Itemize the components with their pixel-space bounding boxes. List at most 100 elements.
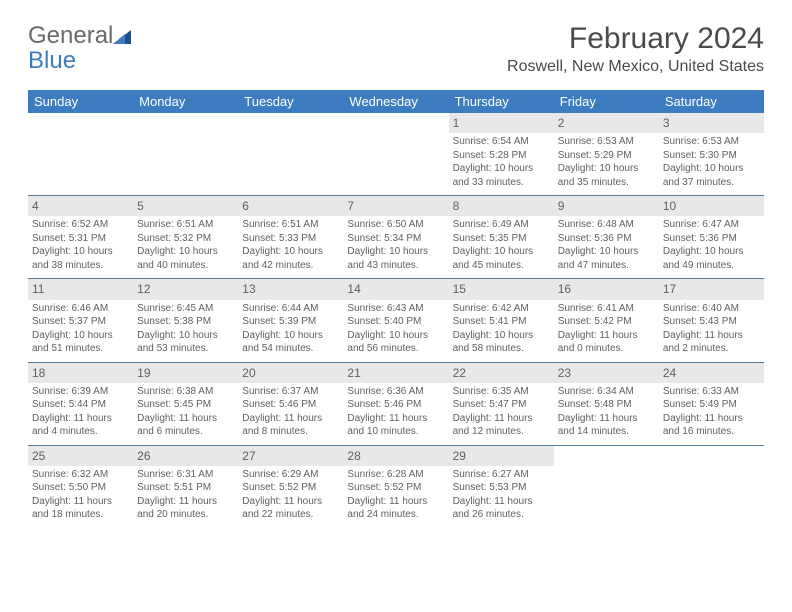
calendar-day-cell: 4Sunrise: 6:52 AMSunset: 5:31 PMDaylight… bbox=[28, 196, 133, 279]
calendar-day-cell: 17Sunrise: 6:40 AMSunset: 5:43 PMDayligh… bbox=[659, 279, 764, 362]
logo-line2: Blue bbox=[28, 47, 76, 75]
daylight-line: Daylight: 11 hours and 2 minutes. bbox=[661, 329, 762, 356]
daylight-line: Daylight: 10 hours and 58 minutes. bbox=[451, 329, 552, 356]
day-number: 13 bbox=[238, 279, 343, 299]
sunrise-line: Sunrise: 6:33 AM bbox=[661, 385, 762, 399]
sunrise-line: Sunrise: 6:39 AM bbox=[30, 385, 131, 399]
logo: General bbox=[28, 22, 133, 50]
daylight-line: Daylight: 10 hours and 43 minutes. bbox=[345, 245, 446, 272]
calendar-day-cell: 3Sunrise: 6:53 AMSunset: 5:30 PMDaylight… bbox=[659, 113, 764, 196]
calendar-day-cell bbox=[28, 113, 133, 196]
sunset-line: Sunset: 5:46 PM bbox=[345, 398, 446, 412]
daylight-line: Daylight: 11 hours and 16 minutes. bbox=[661, 412, 762, 439]
sunrise-line: Sunrise: 6:51 AM bbox=[135, 218, 236, 232]
calendar-day-cell bbox=[554, 445, 659, 528]
sunrise-line: Sunrise: 6:51 AM bbox=[240, 218, 341, 232]
calendar-day-cell: 10Sunrise: 6:47 AMSunset: 5:36 PMDayligh… bbox=[659, 196, 764, 279]
sunrise-line: Sunrise: 6:43 AM bbox=[345, 302, 446, 316]
sunrise-line: Sunrise: 6:54 AM bbox=[451, 135, 552, 149]
sunset-line: Sunset: 5:52 PM bbox=[240, 481, 341, 495]
daylight-line: Daylight: 11 hours and 18 minutes. bbox=[30, 495, 131, 522]
daylight-line: Daylight: 10 hours and 54 minutes. bbox=[240, 329, 341, 356]
day-number: 25 bbox=[28, 446, 133, 466]
sunset-line: Sunset: 5:37 PM bbox=[30, 315, 131, 329]
sunrise-line: Sunrise: 6:29 AM bbox=[240, 468, 341, 482]
day-number: 29 bbox=[449, 446, 554, 466]
day-number: 16 bbox=[554, 279, 659, 299]
location: Roswell, New Mexico, United States bbox=[507, 58, 764, 76]
sunset-line: Sunset: 5:35 PM bbox=[451, 232, 552, 246]
calendar-day-cell: 6Sunrise: 6:51 AMSunset: 5:33 PMDaylight… bbox=[238, 196, 343, 279]
logo-text-2: Blue bbox=[28, 47, 76, 74]
weekday-header: Friday bbox=[554, 90, 659, 113]
sunset-line: Sunset: 5:47 PM bbox=[451, 398, 552, 412]
calendar-day-cell: 14Sunrise: 6:43 AMSunset: 5:40 PMDayligh… bbox=[343, 279, 448, 362]
calendar-day-cell: 24 Sunrise: 6:33 AMSunset: 5:49 PMDayligh… bbox=[659, 362, 764, 445]
weekday-header: Wednesday bbox=[343, 90, 448, 113]
day-number: 24 bbox=[659, 363, 764, 383]
sunset-line: Sunset: 5:43 PM bbox=[661, 315, 762, 329]
sunset-line: Sunset: 5:42 PM bbox=[556, 315, 657, 329]
day-number: 17 bbox=[659, 279, 764, 299]
calendar-week-row: 4Sunrise: 6:52 AMSunset: 5:31 PMDaylight… bbox=[28, 196, 764, 279]
daylight-line: Daylight: 11 hours and 6 minutes. bbox=[135, 412, 236, 439]
calendar-day-cell: 2Sunrise: 6:53 AMSunset: 5:29 PMDaylight… bbox=[554, 113, 659, 196]
calendar-day-cell: 8Sunrise: 6:49 AMSunset: 5:35 PMDaylight… bbox=[449, 196, 554, 279]
sunset-line: Sunset: 5:45 PM bbox=[135, 398, 236, 412]
day-number: 15 bbox=[449, 279, 554, 299]
sunrise-line: Sunrise: 6:32 AM bbox=[30, 468, 131, 482]
sunset-line: Sunset: 5:49 PM bbox=[661, 398, 762, 412]
weekday-header: Sunday bbox=[28, 90, 133, 113]
day-number: 2 bbox=[554, 113, 659, 133]
day-number: 18 bbox=[28, 363, 133, 383]
calendar-body: 1Sunrise: 6:54 AMSunset: 5:28 PMDaylight… bbox=[28, 113, 764, 528]
calendar-day-cell: 20Sunrise: 6:37 AMSunset: 5:46 PMDayligh… bbox=[238, 362, 343, 445]
sunrise-line: Sunrise: 6:44 AM bbox=[240, 302, 341, 316]
calendar-day-cell: 1Sunrise: 6:54 AMSunset: 5:28 PMDaylight… bbox=[449, 113, 554, 196]
weekday-header: Tuesday bbox=[238, 90, 343, 113]
day-number: 21 bbox=[343, 363, 448, 383]
daylight-line: Daylight: 10 hours and 53 minutes. bbox=[135, 329, 236, 356]
sunrise-line: Sunrise: 6:34 AM bbox=[556, 385, 657, 399]
weekday-header: Monday bbox=[133, 90, 238, 113]
calendar-day-cell: 28Sunrise: 6:28 AMSunset: 5:52 PMDayligh… bbox=[343, 445, 448, 528]
day-number: 10 bbox=[659, 196, 764, 216]
sunrise-line: Sunrise: 6:36 AM bbox=[345, 385, 446, 399]
calendar-day-cell: 11Sunrise: 6:46 AMSunset: 5:37 PMDayligh… bbox=[28, 279, 133, 362]
daylight-line: Daylight: 10 hours and 35 minutes. bbox=[556, 162, 657, 189]
calendar-day-cell bbox=[659, 445, 764, 528]
sunset-line: Sunset: 5:30 PM bbox=[661, 149, 762, 163]
sunrise-line: Sunrise: 6:46 AM bbox=[30, 302, 131, 316]
day-number: 20 bbox=[238, 363, 343, 383]
daylight-line: Daylight: 11 hours and 10 minutes. bbox=[345, 412, 446, 439]
day-number: 23 bbox=[554, 363, 659, 383]
daylight-line: Daylight: 11 hours and 24 minutes. bbox=[345, 495, 446, 522]
sunrise-line: Sunrise: 6:28 AM bbox=[345, 468, 446, 482]
calendar-day-cell: 5 Sunrise: 6:51 AMSunset: 5:32 PMDaylight… bbox=[133, 196, 238, 279]
day-number: 14 bbox=[343, 279, 448, 299]
daylight-line: Daylight: 10 hours and 47 minutes. bbox=[556, 245, 657, 272]
day-number: 5 bbox=[133, 196, 238, 216]
month-title: February 2024 bbox=[507, 22, 764, 56]
sunrise-line: Sunrise: 6:38 AM bbox=[135, 385, 236, 399]
logo-sail-icon bbox=[111, 26, 133, 46]
calendar-day-cell: 9Sunrise: 6:48 AMSunset: 5:36 PMDaylight… bbox=[554, 196, 659, 279]
day-number: 8 bbox=[449, 196, 554, 216]
weekday-header: Thursday bbox=[449, 90, 554, 113]
sunset-line: Sunset: 5:40 PM bbox=[345, 315, 446, 329]
weekday-header: Saturday bbox=[659, 90, 764, 113]
daylight-line: Daylight: 11 hours and 4 minutes. bbox=[30, 412, 131, 439]
calendar-week-row: 25Sunrise: 6:32 AMSunset: 5:50 PMDayligh… bbox=[28, 445, 764, 528]
day-number: 7 bbox=[343, 196, 448, 216]
daylight-line: Daylight: 11 hours and 12 minutes. bbox=[451, 412, 552, 439]
sunrise-line: Sunrise: 6:48 AM bbox=[556, 218, 657, 232]
day-number: 11 bbox=[28, 279, 133, 299]
sunrise-line: Sunrise: 6:53 AM bbox=[556, 135, 657, 149]
daylight-line: Daylight: 10 hours and 40 minutes. bbox=[135, 245, 236, 272]
sunset-line: Sunset: 5:41 PM bbox=[451, 315, 552, 329]
calendar-day-cell: 7Sunrise: 6:50 AMSunset: 5:34 PMDaylight… bbox=[343, 196, 448, 279]
sunset-line: Sunset: 5:51 PM bbox=[135, 481, 236, 495]
sunrise-line: Sunrise: 6:42 AM bbox=[451, 302, 552, 316]
day-number: 1 bbox=[449, 113, 554, 133]
sunset-line: Sunset: 5:32 PM bbox=[135, 232, 236, 246]
